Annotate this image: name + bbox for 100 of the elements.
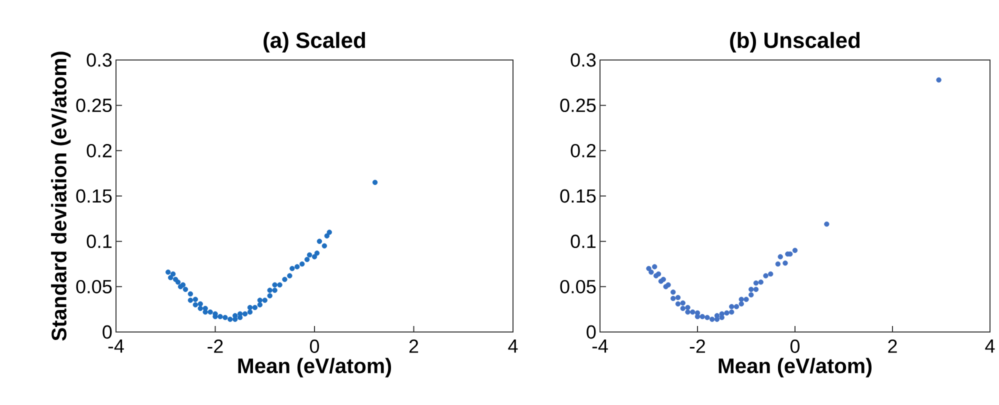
point [267, 293, 272, 298]
point [824, 222, 830, 227]
point [272, 282, 278, 288]
y-tick-label: 0.2 [86, 144, 112, 158]
point [314, 250, 320, 256]
y-tick-label: 0.25 [560, 98, 596, 112]
point [287, 273, 292, 278]
point [753, 286, 759, 292]
x-tick-label: 0 [310, 340, 320, 353]
point [324, 233, 330, 238]
y-tick-label: 0.25 [76, 98, 112, 112]
point [272, 288, 278, 293]
point [690, 309, 696, 315]
point [758, 280, 764, 285]
point [306, 252, 312, 258]
x-tick-label: 4 [985, 340, 995, 353]
point [680, 306, 686, 312]
point [299, 261, 305, 267]
point [218, 314, 223, 320]
point [729, 304, 734, 310]
y-tick-label: 0.15 [560, 189, 596, 203]
point [322, 243, 328, 248]
point [675, 301, 681, 306]
x-tick-label: -2 [208, 340, 223, 353]
point [680, 300, 686, 306]
x-tick-label: 0 [790, 340, 800, 353]
point [198, 306, 203, 312]
point [704, 314, 710, 320]
x-tick-label: 4 [508, 340, 518, 353]
point [188, 298, 194, 303]
point [719, 311, 724, 316]
point [685, 309, 690, 315]
point [282, 276, 288, 282]
y-tick-label: 0 [586, 325, 596, 339]
point [670, 296, 676, 302]
x-axis-title: Mean (eV/atom) [718, 358, 872, 378]
point [778, 254, 783, 260]
y-tick-label: 0.3 [570, 53, 596, 67]
point [257, 298, 263, 303]
point [188, 291, 194, 297]
point [748, 286, 754, 292]
point [294, 264, 300, 270]
x-tick-label: 2 [409, 340, 418, 353]
point [646, 266, 652, 272]
point [192, 296, 198, 302]
chart-title: (b) Unscaled [730, 32, 860, 52]
point [666, 282, 671, 288]
point [744, 296, 749, 302]
point [242, 311, 248, 316]
point [316, 238, 322, 244]
point [775, 261, 781, 267]
point [247, 304, 253, 310]
y-tick-label: 0.05 [560, 280, 596, 294]
x-tick-label: -4 [108, 340, 124, 353]
point [222, 314, 228, 320]
point [312, 254, 318, 260]
point [180, 282, 186, 288]
point [738, 296, 744, 302]
point [685, 304, 690, 310]
y-tick-label: 0.15 [76, 189, 112, 203]
point [675, 294, 681, 300]
y-tick-label: 0.05 [76, 280, 112, 294]
point [710, 316, 715, 322]
y-tick-label: 0.3 [86, 53, 112, 67]
point [729, 309, 734, 315]
point [198, 301, 203, 306]
point [277, 282, 282, 288]
point [738, 301, 744, 306]
point [372, 180, 378, 185]
point [170, 271, 176, 277]
y-axis-title: Standard deviation (eV/atom) [51, 52, 71, 341]
chart-title: (a) Scaled [264, 32, 365, 52]
y-tick-label: 0.1 [570, 234, 596, 248]
point [936, 77, 942, 83]
point [175, 280, 181, 285]
point [656, 271, 662, 277]
point [290, 266, 295, 272]
point [182, 286, 188, 292]
point [748, 292, 754, 298]
point [768, 271, 774, 277]
point [228, 316, 233, 322]
point [782, 260, 788, 266]
point [257, 302, 263, 308]
point [304, 256, 310, 262]
point [192, 302, 198, 308]
x-axis-title: Mean (eV/atom) [238, 358, 392, 378]
point [262, 298, 268, 303]
point [168, 275, 174, 280]
y-tick-label: 0.2 [570, 144, 596, 158]
point [670, 290, 676, 295]
point [237, 311, 243, 316]
point [753, 280, 759, 286]
point [252, 304, 258, 310]
x-tick-label: -2 [690, 340, 705, 353]
point [792, 248, 798, 253]
x-tick-label: 2 [888, 340, 897, 353]
point [734, 304, 740, 310]
point [763, 273, 768, 278]
point [166, 270, 171, 275]
point [267, 288, 272, 293]
